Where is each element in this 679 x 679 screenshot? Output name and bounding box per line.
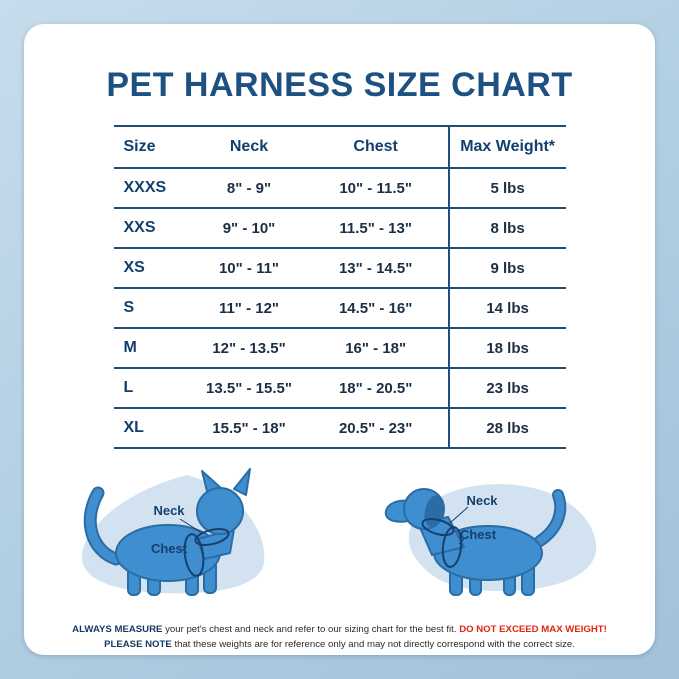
table-cell-chest: 20.5" - 23" (338, 419, 413, 437)
table-cell-neck: 12" - 13.5" (212, 339, 286, 357)
table-row: M 12" - 13.5" 16" - 18" 18 lbs (113, 328, 566, 368)
dog-chest-leader-line (458, 538, 464, 545)
table-cell-neck: 11" - 12" (218, 299, 280, 317)
cat-illustration: Neck Chest (81, 468, 264, 596)
cat-chest-leader-line (181, 548, 187, 554)
dog-neck-label: Neck (466, 493, 498, 508)
dog-illustration: Neck Chest (384, 484, 596, 596)
table-cell-size: XL (123, 419, 144, 436)
measurement-diagrams: Neck Chest (24, 465, 655, 601)
disclaimer-text: ALWAYS MEASURE your pet's chest and neck… (48, 623, 632, 653)
table-cell-neck: 8" - 9" (226, 179, 272, 197)
table-cell-chest: 13" - 14.5" (338, 259, 413, 277)
disclaimer-line-2-text: that these weights are for reference onl… (171, 638, 575, 650)
table-cell-chest: 10" - 11.5" (339, 179, 412, 197)
column-header-weight: Max Weight* (447, 126, 566, 168)
cat-harness-straps (183, 528, 230, 577)
table-cell-neck: 15.5" - 18" (212, 419, 286, 437)
table-cell-size: S (123, 299, 135, 316)
table-row: XXXS 8" - 9" 10" - 11.5" 5 lbs (113, 168, 566, 208)
table-cell-chest: 18" - 20.5" (338, 379, 413, 397)
cat-tail (85, 488, 120, 564)
column-header-size: Size (123, 138, 156, 155)
size-chart-card: PET HARNESS SIZE CHART Size Neck Chest M… (24, 24, 655, 655)
table-row: L 13.5" - 15.5" 18" - 20.5" 23 lbs (113, 368, 566, 408)
table-cell-chest: 16" - 18" (345, 339, 407, 357)
column-header-chest: Chest (353, 138, 398, 155)
disclaimer-line-2: PLEASE NOTE that these weights are for r… (48, 638, 632, 653)
table-cell-neck: 10" - 11" (218, 259, 280, 277)
table-cell-size: XS (123, 259, 145, 276)
table-cell-size: XXS (123, 219, 156, 236)
table-cell-weight: 23 lbs (447, 368, 566, 408)
disclaimer-max-weight-warning: DO NOT EXCEED MAX WEIGHT! (459, 624, 607, 635)
dog-neck-leader-line (449, 506, 468, 524)
table-header-row: Size Neck Chest Max Weight* (113, 126, 566, 168)
table-cell-neck: 9" - 10" (222, 219, 276, 237)
table-row: XS 10" - 11" 13" - 14.5" 9 lbs (113, 248, 566, 288)
table-cell-neck: 13.5" - 15.5" (206, 379, 292, 397)
cat-neck-label: Neck (153, 503, 185, 518)
table-cell-size: M (123, 339, 137, 356)
table-cell-chest: 11.5" - 13" (339, 219, 412, 237)
disclaimer-line-1: ALWAYS MEASURE your pet's chest and neck… (48, 623, 632, 638)
dog-body (384, 488, 543, 596)
disclaimer-line-1-text: your pet's chest and neck and refer to o… (162, 624, 460, 635)
dog-tail (535, 491, 564, 545)
page-title: PET HARNESS SIZE CHART (106, 66, 573, 104)
table-cell-weight: 14 lbs (447, 288, 566, 328)
cat-body (114, 468, 251, 596)
cat-neck-leader-line (179, 518, 202, 534)
column-header-neck: Neck (229, 138, 269, 155)
table-cell-weight: 28 lbs (447, 408, 566, 448)
dog-harness-straps (420, 517, 462, 568)
table-row: XL 15.5" - 18" 20.5" - 23" 28 lbs (113, 408, 566, 448)
size-table: Size Neck Chest Max Weight* XXXS 8" - 9"… (113, 125, 566, 449)
dog-chest-label: Chest (459, 527, 496, 542)
cat-chest-label: Chest (150, 541, 187, 556)
table-cell-weight: 9 lbs (447, 248, 566, 288)
table-row: XXS 9" - 10" 11.5" - 13" 8 lbs (113, 208, 566, 248)
disclaimer-always-measure: ALWAYS MEASURE (72, 624, 163, 635)
table-cell-weight: 18 lbs (447, 328, 566, 368)
table-cell-size: L (123, 379, 134, 396)
table-cell-size: XXXS (123, 179, 167, 196)
table-row: S 11" - 12" 14.5" - 16" 14 lbs (113, 288, 566, 328)
table-cell-weight: 8 lbs (447, 208, 566, 248)
disclaimer-please-note: PLEASE NOTE (104, 638, 172, 650)
table-cell-chest: 14.5" - 16" (338, 299, 413, 317)
table-cell-weight: 5 lbs (447, 168, 566, 208)
